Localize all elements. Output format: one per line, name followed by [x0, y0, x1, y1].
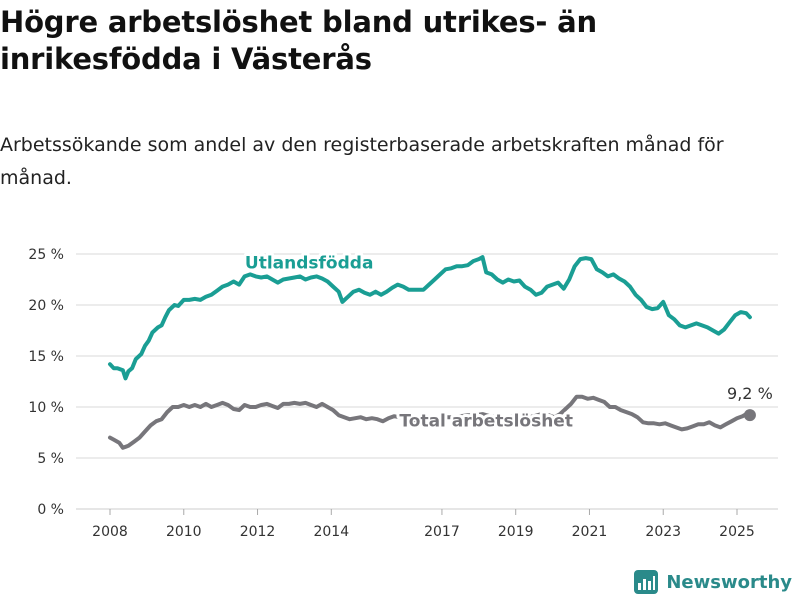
x-tick: 2019: [498, 524, 534, 540]
series-line-total: [108, 394, 752, 450]
y-tick-label: 15 %: [28, 349, 64, 365]
series-label: Total arbetslöshet: [399, 411, 573, 431]
y-tick: 0 %: [37, 502, 64, 518]
x-tick: 2008: [92, 524, 128, 540]
x-tick: 2014: [313, 524, 349, 540]
x-tick-label: 2019: [498, 524, 534, 540]
x-tick: 2017: [424, 524, 460, 540]
x-tick-label: 2017: [424, 524, 460, 540]
bar-chart-logo-icon: [634, 570, 659, 594]
y-tick-label: 0 %: [37, 502, 64, 518]
chart-subtitle: Arbetssökande som andel av den registerb…: [0, 134, 724, 189]
y-tick: 10 %: [28, 400, 64, 416]
y-tick-label: 5 %: [37, 451, 64, 467]
chart-title: Högre arbetslöshet bland utrikes- än inr…: [0, 5, 597, 76]
x-axis: 2008 2010 2012 2014 2017 2019 2021 2023 2025: [92, 509, 755, 540]
x-tick-label: 2021: [572, 524, 608, 540]
x-tick: 2023: [645, 524, 681, 540]
y-tick-label: 20 %: [28, 298, 64, 314]
series-line-utlandsfodda: [108, 255, 752, 381]
x-tick-label: 2025: [719, 524, 755, 540]
end-value-label: 9,2 %: [727, 384, 773, 403]
y-tick: 20 %: [28, 298, 64, 314]
y-axis: 0 % 5 % 10 % 15 % 20 % 25 %: [28, 247, 64, 518]
x-tick-label: 2014: [313, 524, 349, 540]
series-label-halo: Total arbetslöshet: [399, 411, 573, 431]
x-tick-label: 2012: [240, 524, 276, 540]
brand-name: Newsworthy: [666, 571, 792, 593]
x-tick-label: 2023: [645, 524, 681, 540]
series-label: Utlandsfödda: [245, 253, 374, 273]
y-tick: 25 %: [28, 247, 64, 263]
x-tick-label: 2010: [166, 524, 202, 540]
grid-lines: [76, 253, 778, 510]
x-tick-label: 2008: [92, 524, 128, 540]
y-tick: 15 %: [28, 349, 64, 365]
x-tick: 2012: [240, 524, 276, 540]
x-tick: 2021: [572, 524, 608, 540]
x-tick: 2010: [166, 524, 202, 540]
x-tick: 2025: [719, 524, 755, 540]
brand-logo-block: Newsworthy: [634, 570, 792, 594]
y-tick-label: 10 %: [28, 400, 64, 416]
series-lines: [108, 255, 752, 450]
y-tick: 5 %: [37, 451, 64, 467]
y-tick-label: 25 %: [28, 247, 64, 263]
series-label-halo: Utlandsfödda: [245, 253, 374, 273]
end-point-marker: [743, 409, 756, 422]
